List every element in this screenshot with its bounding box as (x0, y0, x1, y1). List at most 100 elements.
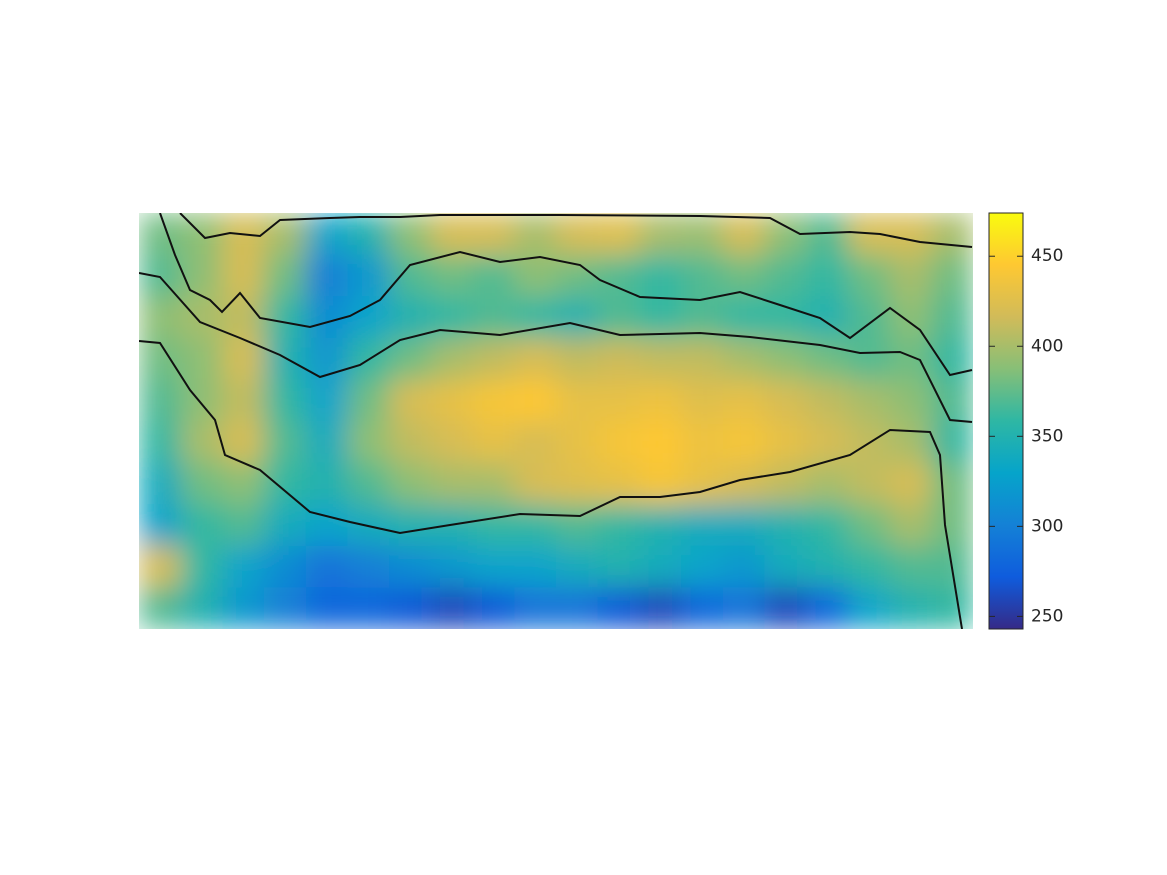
heatmap-cell (347, 421, 390, 464)
heatmap-cell (264, 379, 307, 422)
heatmap-cell (556, 587, 599, 629)
heatmap-cell (472, 545, 515, 588)
colorbar-tick-label: 250 (1031, 606, 1063, 626)
heatmap-cell (264, 462, 307, 505)
heatmap-cell (889, 421, 932, 464)
heatmap-cell (305, 587, 348, 629)
heatmap-cell (847, 462, 891, 505)
heatmap-cell (931, 421, 973, 464)
heatmap-cell (347, 587, 390, 629)
heatmap-cell (472, 213, 515, 256)
heatmap-cell (180, 545, 223, 588)
heatmap-cell (639, 213, 682, 256)
heatmap-cell (639, 254, 682, 297)
heatmap-cell (847, 254, 891, 297)
heatmap-cell (305, 213, 348, 256)
heatmap-cell (139, 421, 182, 464)
heatmap-cell (806, 504, 849, 547)
heatmap-cell (681, 337, 724, 380)
heatmap-cell (389, 462, 432, 505)
heatmap-cell (847, 587, 891, 629)
heatmap (139, 213, 973, 629)
heatmap-cell (430, 545, 474, 588)
heatmap-cell (430, 587, 474, 629)
heatmap-cell (722, 587, 765, 629)
heatmap-cell (222, 587, 265, 629)
heatmap-cell (222, 379, 265, 422)
heatmap-cell (139, 296, 182, 339)
heatmap-cell (139, 379, 182, 422)
heatmap-cell (597, 587, 640, 629)
heatmap-cell (472, 504, 515, 547)
heatmap-cell (681, 379, 724, 422)
heatmap-cell (639, 462, 682, 505)
heatmap-cell (556, 545, 599, 588)
heatmap-cell (639, 296, 682, 339)
heatmap-cell (305, 545, 348, 588)
heatmap-cell (389, 545, 432, 588)
heatmap-cell (597, 545, 640, 588)
heatmap-cell (931, 504, 973, 547)
heatmap-cell (806, 545, 849, 588)
heatmap-cell (806, 254, 849, 297)
heatmap-cell (305, 296, 348, 339)
heatmap-cell (764, 337, 807, 380)
heatmap-cell (347, 254, 390, 297)
heatmap-cell (847, 504, 891, 547)
heatmap-cell (806, 462, 849, 505)
heatmap-cell (847, 296, 891, 339)
heatmap-cell (347, 213, 390, 256)
heatmap-cell (639, 504, 682, 547)
heatmap-cell (180, 421, 223, 464)
heatmap-cell (180, 254, 223, 297)
heatmap-cell (180, 504, 223, 547)
heatmap-cell (889, 504, 932, 547)
heatmap-cell (430, 379, 474, 422)
heatmap-cell (889, 587, 932, 629)
heatmap-cell (681, 254, 724, 297)
heatmap-cell (222, 504, 265, 547)
heatmap-cell (514, 504, 557, 547)
boundary-line (139, 272, 973, 423)
heatmap-cell (931, 254, 973, 297)
heatmap-cell (305, 462, 348, 505)
heatmap-cell (430, 421, 474, 464)
heatmap-cell (139, 462, 182, 505)
boundary-line (159, 213, 973, 377)
heatmap-cell (889, 337, 932, 380)
heatmap-cell (389, 504, 432, 547)
heatmap-cell (722, 379, 765, 422)
heatmap-cell (806, 379, 849, 422)
heatmap-cell (180, 296, 223, 339)
heatmap-cell (347, 462, 390, 505)
heatmap-cell (556, 462, 599, 505)
heatmap-cell (639, 587, 682, 629)
boundary-lines (139, 213, 973, 629)
heatmap-cell (389, 379, 432, 422)
heatmap-cell (889, 462, 932, 505)
heatmap-cell (722, 254, 765, 297)
heatmap-cell (722, 296, 765, 339)
heatmap-cell (347, 379, 390, 422)
heatmap-cell (806, 421, 849, 464)
heatmap-cell (847, 337, 891, 380)
heatmap-cell (472, 379, 515, 422)
colorbar-tick-label: 400 (1031, 336, 1063, 356)
heatmap-cell (472, 421, 515, 464)
heatmap-cell (681, 545, 724, 588)
heatmap-cell (597, 254, 640, 297)
heatmap-cell (764, 587, 807, 629)
heatmap-cell (556, 379, 599, 422)
heatmap-cell (139, 254, 182, 297)
heatmap-cell (889, 296, 932, 339)
heatmap-cell (514, 254, 557, 297)
heatmap-cell (597, 421, 640, 464)
heatmap-cell (430, 254, 474, 297)
heatmap-cell (305, 421, 348, 464)
heatmap-cell (264, 296, 307, 339)
heatmap-cell (889, 254, 932, 297)
heatmap-cell (264, 421, 307, 464)
heatmap-cell (597, 379, 640, 422)
heatmap-cell (597, 213, 640, 256)
